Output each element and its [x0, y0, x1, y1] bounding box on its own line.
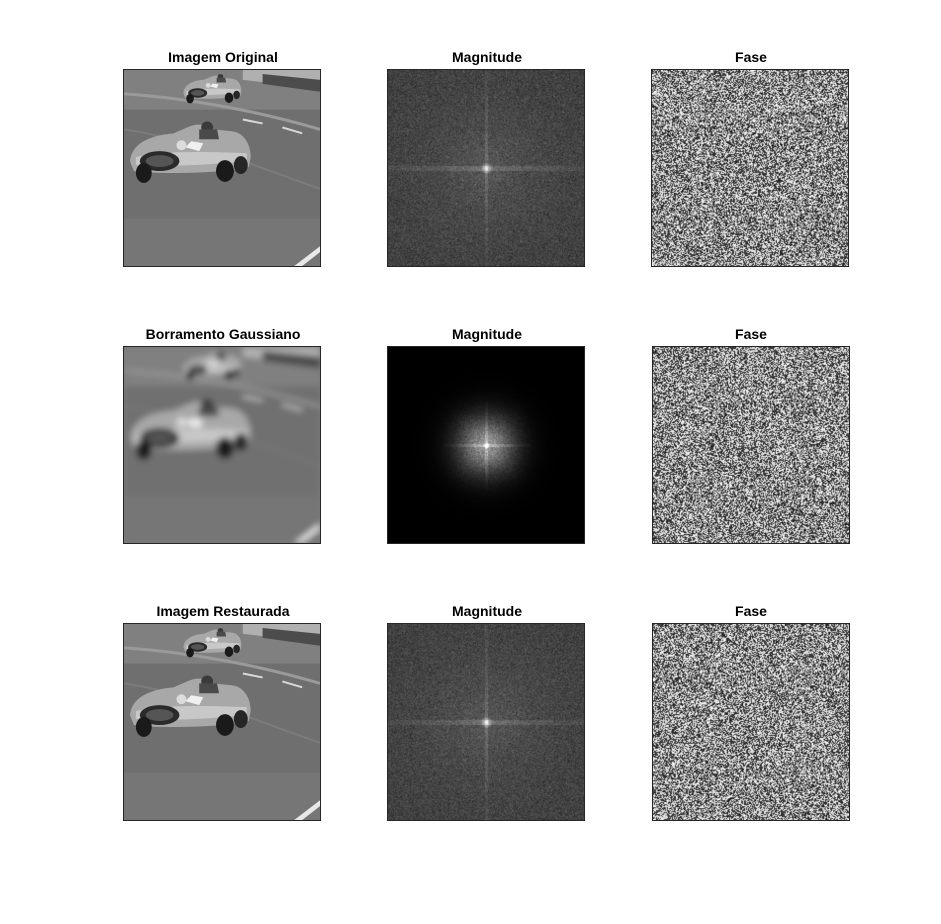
magnitude-panel-1 — [387, 69, 585, 267]
magnitude-panel-3 — [387, 623, 585, 821]
fourier-phase-icon — [653, 347, 849, 543]
race-car-photo-icon — [124, 347, 320, 543]
panel-title-restored: Imagem Restaurada — [156, 603, 290, 619]
panel-title-phase-2: Fase — [735, 326, 767, 342]
phase-panel-3 — [652, 623, 850, 821]
panel-title-magnitude-3: Magnitude — [452, 603, 522, 619]
restored-image-panel — [123, 623, 321, 821]
original-image-panel — [123, 69, 321, 267]
race-car-photo-icon — [124, 624, 320, 820]
fourier-magnitude-icon — [388, 624, 584, 820]
fourier-phase-icon — [653, 624, 849, 820]
panel-title-phase-3: Fase — [735, 603, 767, 619]
fourier-magnitude-icon — [388, 347, 584, 543]
panel-title-magnitude-2: Magnitude — [452, 326, 522, 342]
phase-panel-2 — [652, 346, 850, 544]
fourier-phase-icon — [652, 70, 848, 266]
fourier-magnitude-icon — [388, 70, 584, 266]
panel-title-magnitude-1: Magnitude — [452, 49, 522, 65]
panel-title-original: Imagem Original — [168, 49, 278, 65]
panel-title-phase-1: Fase — [735, 49, 767, 65]
blurred-image-panel — [123, 346, 321, 544]
magnitude-panel-2 — [387, 346, 585, 544]
race-car-photo-icon — [124, 70, 320, 266]
phase-panel-1 — [651, 69, 849, 267]
panel-title-blurred: Borramento Gaussiano — [145, 326, 301, 342]
